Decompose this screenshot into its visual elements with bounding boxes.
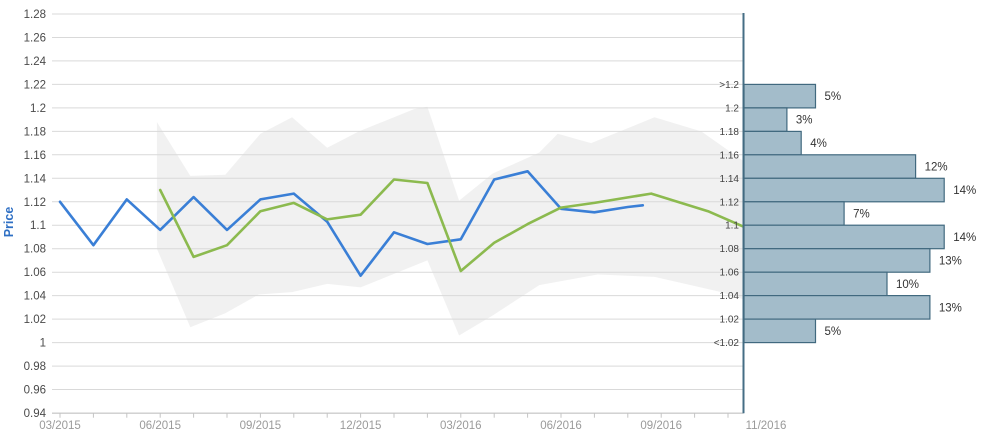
histogram-pct-label: 14% [953,232,976,244]
histogram-bar[interactable] [743,154,917,179]
x-axis-tick-label: 09/2015 [240,420,282,432]
y-axis-tick-label: 1 [40,338,46,350]
histogram-bar[interactable] [743,107,788,133]
series-forecast-line[interactable] [158,178,745,273]
histogram-pct-label: 5% [825,91,842,103]
y-axis-tick-label: 1.06 [24,267,46,279]
y-axis-tick-label: 1.1 [30,220,46,232]
y-axis-tick-label: 1.16 [24,150,46,162]
x-axis-tick-label: 03/2015 [39,420,81,432]
x-axis-tick-label: 03/2016 [440,420,482,432]
histogram-bar[interactable] [743,271,888,297]
y-axis-tick-label: 0.98 [24,361,46,373]
histogram-pct-label: 13% [939,255,962,267]
histogram-pct-label: 3% [796,115,813,127]
histogram-pct-label: 13% [939,302,962,314]
histogram-bin-label: 1.02 [720,315,740,326]
y-axis-tick-label: 1.22 [24,79,46,91]
histogram-bar[interactable] [743,318,817,344]
histogram-bar[interactable] [743,130,802,156]
histogram-bin-label: 1.18 [720,127,740,138]
histogram-pct-label: 5% [825,326,842,338]
histogram-bar[interactable] [743,83,817,109]
forecast-band [156,106,743,336]
histogram-bar[interactable] [743,201,845,226]
y-axis-tick-label: 1.12 [24,197,46,209]
y-axis-tick-label: 1.04 [24,291,47,303]
y-axis-tick-label: 1.18 [24,126,46,138]
y-axis-tick-label: 1.08 [24,244,46,256]
histogram-bin-label: <1.02 [714,338,740,349]
y-axis-tick-label: 1.28 [24,9,46,21]
x-axis-tick-label: 09/2016 [640,420,682,432]
histogram-bin-label: 1.04 [720,291,740,302]
y-axis-tick-label: 1.02 [24,314,46,326]
x-axis-tick-label: 06/2015 [139,420,181,432]
y-axis-tick-label: 0.94 [24,408,47,420]
x-axis-tick-label: 06/2016 [540,420,582,432]
histogram-pct-label: 10% [896,279,919,291]
x-axis-tick-label: 11/2016 [746,420,787,432]
histogram-bin-label: 1.16 [720,150,740,161]
histogram-bin-label: >1.2 [719,80,739,91]
y-axis-tick-label: 1.14 [24,173,47,185]
histogram-pct-label: 4% [810,138,827,150]
histogram-pct-label: 7% [853,209,870,221]
y-axis-tick-label: 1.24 [24,56,47,68]
histogram-bin-label: 1.08 [720,244,740,255]
histogram-bin-label: 1.12 [720,197,740,208]
histogram-bin-label: 1.06 [720,268,740,279]
histogram-bar[interactable] [743,224,945,250]
histogram-bin-label: 1.1 [725,221,739,232]
histogram-bar[interactable] [743,248,931,273]
histogram-bar[interactable] [743,177,945,203]
y-axis-tick-label: 1.2 [30,103,46,115]
y-axis-tick-label: 0.96 [24,385,46,397]
x-axis-tick-label: 12/2015 [340,420,382,432]
histogram-pct-label: 14% [953,185,976,197]
histogram-pct-label: 12% [925,162,948,174]
histogram-bar[interactable] [743,295,931,320]
y-axis-title: Price [2,207,16,238]
y-axis-tick-label: 1.26 [24,33,46,45]
histogram-bin-label: 1.2 [725,103,739,114]
histogram-bin-label: 1.14 [720,174,740,185]
